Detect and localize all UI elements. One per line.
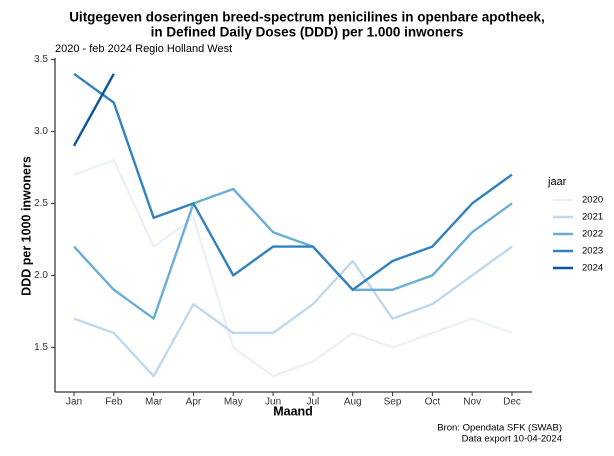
x-tick-label: Jun: [265, 397, 281, 408]
chart-title: Uitgegeven doseringen breed-spectrum pen…: [69, 10, 545, 25]
y-tick-label: 2.0: [34, 270, 48, 281]
x-axis-title: Maand: [273, 404, 313, 418]
y-tick-label: 3.5: [34, 54, 48, 65]
x-tick-label: Sep: [384, 397, 402, 408]
x-tick-label: Jul: [307, 397, 320, 408]
x-tick-label: Apr: [186, 397, 202, 408]
series-line: [73, 187, 513, 320]
y-tick-label: 3.0: [34, 126, 48, 137]
caption: Data export 10-04-2024: [462, 434, 562, 445]
x-tick-label: Feb: [105, 397, 123, 408]
y-tick-label: 2.5: [34, 198, 48, 209]
chart-title: in Defined Daily Doses (DDD) per 1.000 i…: [151, 25, 464, 40]
x-tick-label: May: [224, 397, 243, 408]
x-tick-label: Oct: [425, 397, 441, 408]
series-line: [73, 159, 513, 378]
x-tick-label: Jan: [66, 397, 82, 408]
y-axis-title: DDD per 1000 inwoners: [19, 156, 33, 296]
x-tick-label: Dec: [503, 397, 521, 408]
x-tick-label: Nov: [463, 397, 481, 408]
x-tick-label: Mar: [145, 397, 163, 408]
legend-label: 2020: [582, 195, 603, 206]
series-line: [72, 73, 115, 147]
chart-subtitle: 2020 - feb 2024 Regio Holland West: [55, 43, 232, 55]
x-tick-label: Aug: [344, 397, 362, 408]
series-line: [73, 72, 513, 291]
legend-label: 2021: [582, 212, 603, 223]
legend-label: 2023: [582, 246, 603, 257]
legend-label: 2022: [582, 229, 603, 240]
legend-label: 2024: [582, 263, 603, 274]
y-tick-label: 1.5: [34, 342, 48, 353]
series-line: [73, 245, 513, 378]
legend-title: jaar: [547, 176, 567, 188]
caption: Bron: Opendata SFK (SWAB): [437, 423, 562, 434]
